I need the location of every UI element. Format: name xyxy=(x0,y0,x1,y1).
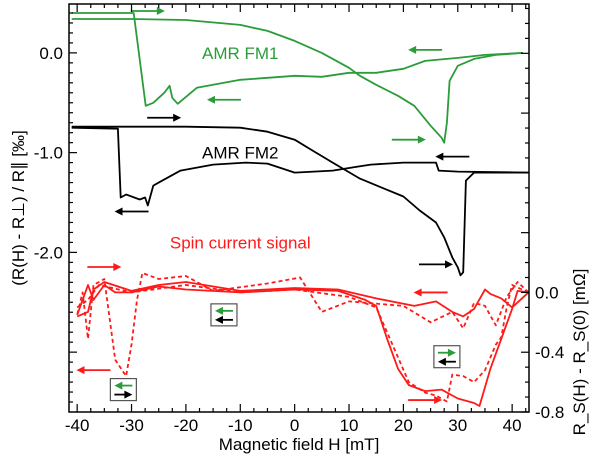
sweep-direction-left-arrow-icon xyxy=(413,288,448,297)
y-right-tick-label: 0.0 xyxy=(535,283,559,302)
x-axis-label: Magnetic field H [mT] xyxy=(219,435,380,454)
fm2-magnetization-left-arrow-icon xyxy=(214,315,233,324)
y-right-tick-label: -0.8 xyxy=(535,403,564,422)
arrow-head xyxy=(124,390,133,399)
magnetization-box-frame xyxy=(433,345,461,369)
arrow-head xyxy=(76,366,85,375)
series-spin-down-solid xyxy=(76,281,530,318)
x-tick-label: -20 xyxy=(174,416,199,435)
sweep-direction-left-arrow-icon xyxy=(206,95,241,104)
magnetization-box-frame xyxy=(109,377,137,402)
series-fm2-up xyxy=(71,125,529,277)
series-fm1-up xyxy=(71,18,524,144)
sweep-direction-left-arrow-icon xyxy=(114,207,149,216)
x-tick-label: 10 xyxy=(340,416,359,435)
y-left-tick-label: 0.0 xyxy=(39,44,63,63)
series-fm1-down xyxy=(71,12,524,107)
y-left-tick-label: -2.0 xyxy=(34,243,63,262)
arrow-head xyxy=(114,207,123,216)
arrow-head xyxy=(447,348,456,357)
fm1-magnetization-left-arrow-icon xyxy=(214,306,233,315)
series-spin-up-dashed xyxy=(76,284,529,403)
arrow-head xyxy=(214,306,223,315)
fm2-magnetization-right-arrow-icon xyxy=(114,390,133,399)
arrow-head xyxy=(413,288,422,297)
sweep-direction-right-arrow-icon xyxy=(87,263,122,272)
plot-frame xyxy=(68,3,530,413)
arrow-head xyxy=(417,135,426,144)
magnetization-state-box xyxy=(210,303,238,327)
sweep-direction-right-arrow-icon xyxy=(130,6,165,15)
fm1-magnetization-left-arrow-icon xyxy=(114,381,133,390)
arrow-head xyxy=(435,152,444,161)
arrow-head xyxy=(206,95,215,104)
arrow-head xyxy=(408,45,417,54)
magnetization-state-box xyxy=(433,345,461,369)
y-right-axis-label: R_S(H) - R_S(0) [mΩ] xyxy=(570,269,589,436)
arrow-head xyxy=(173,113,182,122)
x-tick-label: 0 xyxy=(290,416,299,435)
x-tick-label: 40 xyxy=(503,416,522,435)
sweep-direction-right-arrow-icon xyxy=(408,396,443,405)
arrow-head xyxy=(437,357,446,366)
y-right-tick-label: -0.4 xyxy=(535,343,564,362)
series-label: AMR FM2 xyxy=(202,144,279,163)
arrow-head xyxy=(214,315,223,324)
sweep-direction-left-arrow-icon xyxy=(76,366,111,375)
fm1-magnetization-right-arrow-icon xyxy=(437,348,456,357)
series-fm2-down xyxy=(71,126,529,207)
sweep-direction-right-arrow-icon xyxy=(147,113,182,122)
sweep-direction-right-arrow-icon xyxy=(391,135,426,144)
x-tick-label: -40 xyxy=(65,416,90,435)
y-left-tick-label: -1.0 xyxy=(34,144,63,163)
sweep-direction-right-arrow-icon xyxy=(419,260,454,269)
x-tick-label: -10 xyxy=(228,416,253,435)
series-label: AMR FM1 xyxy=(202,44,279,63)
fm2-magnetization-left-arrow-icon xyxy=(437,357,456,366)
magnetization-box-frame xyxy=(210,303,238,327)
magnetization-state-box xyxy=(109,377,137,402)
arrow-head xyxy=(113,263,122,272)
x-tick-label: 30 xyxy=(448,416,467,435)
arrow-head xyxy=(156,6,165,15)
x-tick-label: -30 xyxy=(119,416,144,435)
sweep-direction-left-arrow-icon xyxy=(408,45,443,54)
x-tick-label: 20 xyxy=(394,416,413,435)
series-spin-up-solid xyxy=(76,284,529,407)
sweep-direction-left-arrow-icon xyxy=(435,152,470,161)
y-left-axis-label: (R(H) - R⊥) / R∥ [‰] xyxy=(9,130,28,286)
arrow-head xyxy=(445,260,454,269)
arrow-head xyxy=(114,381,123,390)
series-label: Spin current signal xyxy=(170,233,311,252)
arrow-head xyxy=(434,396,443,405)
series-spin-down-dashed xyxy=(76,272,530,377)
